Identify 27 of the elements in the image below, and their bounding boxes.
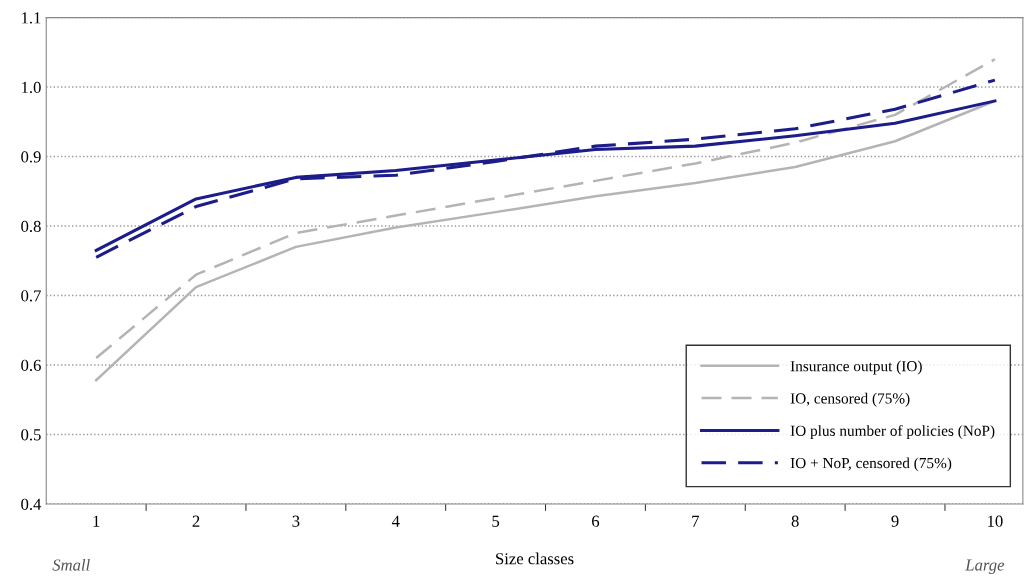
legend-label: IO plus number of policies (NoP) (790, 425, 995, 440)
y-tick-label: 0.8 (21, 220, 41, 233)
text: Small (52, 558, 90, 571)
line-series (94, 78, 997, 259)
legend-label: IO, censored (75%) (790, 392, 910, 407)
x-tick-label: 10 (988, 515, 1003, 527)
x-tick-label: 2 (192, 515, 200, 527)
legend-label: Insurance output (IO) (790, 360, 922, 375)
text: Large (965, 559, 1005, 575)
y-tick-label: 0.7 (21, 290, 41, 302)
x-tick-label: 9 (891, 515, 899, 527)
x-tick-label: 1 (93, 515, 100, 527)
x-tick-label: 5 (492, 515, 500, 527)
y-tick-label: 1.1 (22, 12, 41, 24)
legend-label: IO + NoP, censored (75%) (790, 457, 952, 472)
x-tick-label: 3 (292, 515, 300, 527)
line-series (94, 58, 997, 360)
y-tick-label: 0.9 (21, 151, 41, 163)
y-tick-label: 0.6 (21, 359, 41, 372)
x-tick-label: 7 (692, 515, 700, 527)
x-tick-label: 8 (791, 515, 799, 527)
y-tick-label: 1.0 (22, 81, 41, 94)
x-tick-label: 6 (592, 515, 600, 527)
y-tick-label: 0.5 (21, 429, 41, 441)
x-axis-title: Size classes (496, 552, 574, 565)
x-tick-label: 4 (391, 515, 400, 527)
y-tick-label: 0.4 (21, 498, 42, 510)
